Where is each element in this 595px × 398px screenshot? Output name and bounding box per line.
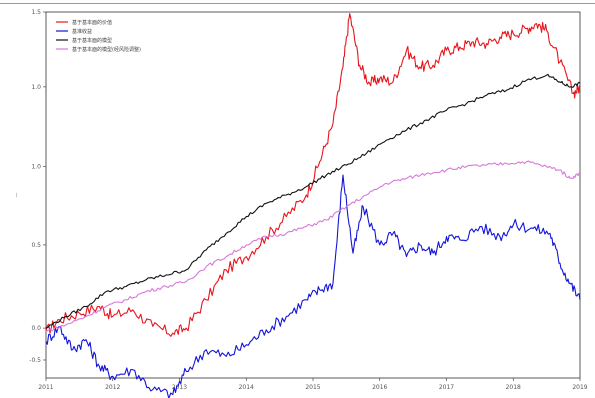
y-tick-label: 1.5 bbox=[31, 9, 41, 16]
top-divider bbox=[0, 3, 595, 4]
plot-area-frame bbox=[45, 11, 581, 379]
series-line-2 bbox=[45, 174, 581, 398]
y-tick-label: 0.0 bbox=[31, 325, 41, 332]
x-tick-label: 2015 bbox=[305, 384, 320, 391]
legend-label: 基准收益 bbox=[72, 28, 92, 35]
x-tick-label: 2017 bbox=[439, 384, 454, 391]
x-tick-label: 2014 bbox=[239, 384, 254, 391]
y-axis-label: — bbox=[14, 193, 20, 198]
y-tick-label: 0.5 bbox=[31, 242, 41, 249]
x-tick-label: 2016 bbox=[372, 384, 387, 391]
legend-label: 基于基本面的价值 bbox=[72, 19, 112, 26]
legend-label: 基于基本面的模型 bbox=[72, 37, 112, 44]
y-tick-label: 1.0 bbox=[31, 164, 41, 171]
x-tick-label: 2011 bbox=[38, 384, 53, 391]
legend-label: 基于基本面的模型(经风险调整) bbox=[72, 46, 141, 53]
x-tick-label: 2018 bbox=[506, 384, 521, 391]
y-axis: 1.5 1.0 1.0 0.5 0.0 -0.5 bbox=[29, 9, 46, 364]
series-line-1 bbox=[45, 13, 581, 337]
y-tick-label: -0.5 bbox=[29, 357, 41, 364]
series-line-3 bbox=[45, 73, 581, 329]
series-line-4 bbox=[45, 160, 581, 332]
x-axis: 2011 2012 2013 2014 2015 2016 2017 2018 2019 bbox=[38, 378, 588, 391]
x-tick-label: 2012 bbox=[105, 384, 120, 391]
y-tick-label: 1.0 bbox=[31, 84, 41, 91]
x-tick-label: 2013 bbox=[172, 384, 187, 391]
x-tick-label: 2019 bbox=[572, 384, 587, 391]
series-layer bbox=[45, 13, 581, 398]
